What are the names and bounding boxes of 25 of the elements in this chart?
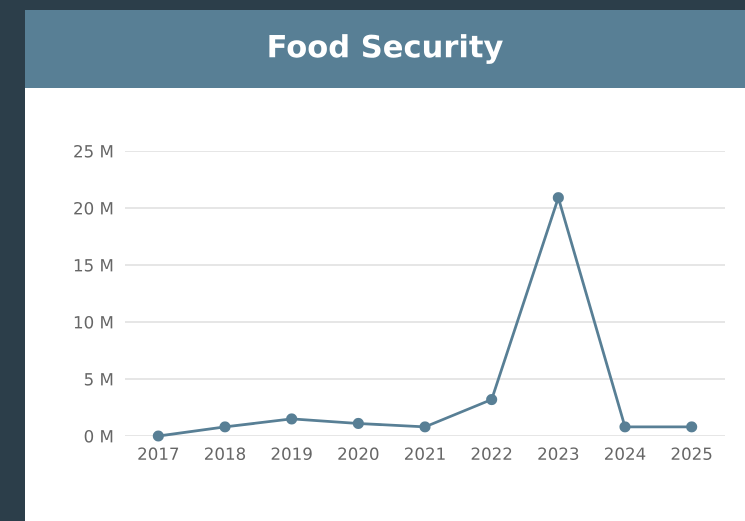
x-tick-label: 2018 [205, 447, 246, 460]
x-tick-label: 2021 [405, 447, 445, 460]
point [219, 421, 231, 432]
x-tick-label: 2024 [605, 447, 646, 460]
x-tick-label: 2019 [272, 447, 312, 460]
point [552, 192, 564, 204]
y-tick-label: 10 M [74, 316, 112, 329]
x-tick-label: 2022 [472, 447, 512, 460]
point [486, 394, 498, 406]
point [152, 430, 164, 442]
y-tick-label: 25 M [74, 144, 112, 158]
y-tick-label: 0 M [84, 430, 112, 443]
y-tick-label: 15 M [74, 259, 112, 272]
x-tick-label: 2020 [338, 447, 378, 460]
point [286, 413, 298, 424]
chart-title: Food Security [269, 34, 503, 64]
y-tick-label: 5 M [84, 373, 112, 386]
point [352, 418, 364, 430]
point [419, 421, 431, 432]
point [619, 421, 631, 432]
x-tick-label: 2025 [672, 447, 712, 460]
y-tick-label: 20 M [74, 202, 112, 215]
point [686, 421, 698, 432]
x-tick-label: 2017 [138, 447, 178, 460]
x-tick-label: 2023 [538, 447, 578, 460]
